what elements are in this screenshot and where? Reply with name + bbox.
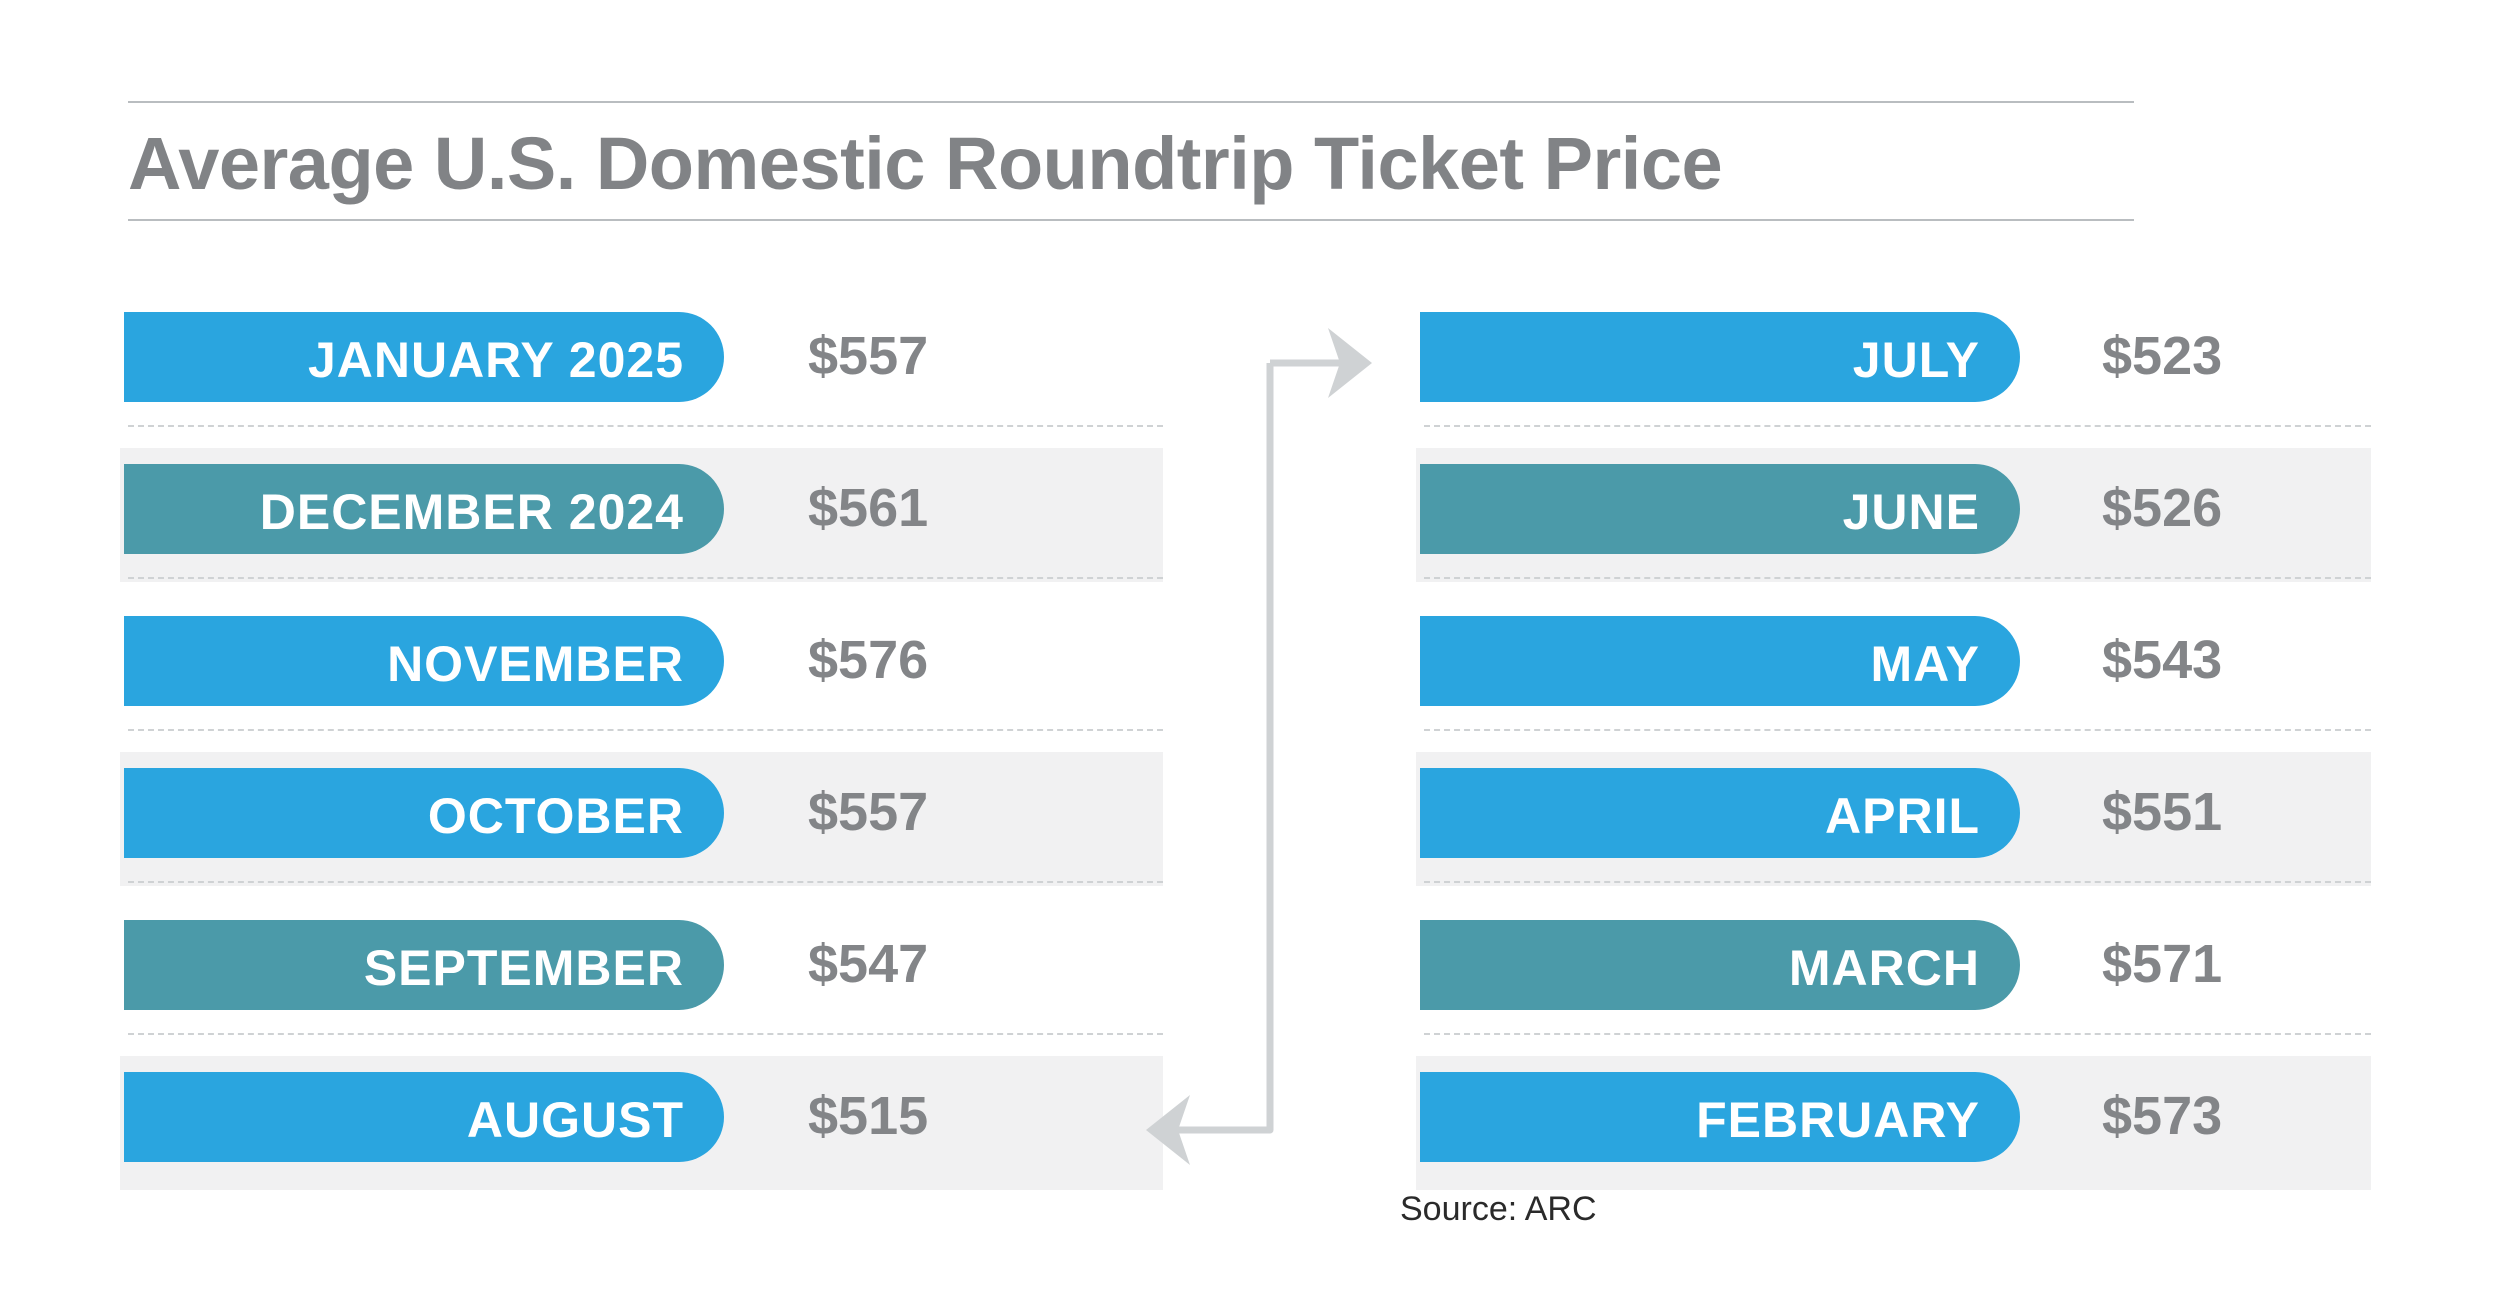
row-divider (1424, 729, 2371, 731)
price-value: $576 (808, 630, 929, 690)
row-divider (1424, 577, 2371, 579)
month-label: JUNE (1420, 464, 2020, 554)
right-column-row: JUNE $526 (1416, 448, 2371, 600)
row-divider (128, 729, 1163, 731)
month-label: MARCH (1420, 920, 2020, 1010)
price-value: $543 (2102, 630, 2223, 690)
row-divider (1424, 881, 2371, 883)
source-note: Source: ARC (1400, 1190, 1597, 1228)
price-value: $557 (808, 326, 929, 386)
month-label: SEPTEMBER (124, 920, 724, 1010)
left-column-row: SEPTEMBER $547 (120, 904, 1163, 1056)
arrow-connector-line (1160, 359, 1355, 1134)
title-rule-bottom (128, 219, 2134, 221)
price-value: $573 (2102, 1086, 2223, 1146)
row-divider (128, 577, 1163, 579)
month-label: AUGUST (124, 1072, 724, 1162)
row-divider (1424, 1033, 2371, 1035)
month-label: JANUARY 2025 (124, 312, 724, 402)
row-divider (1424, 425, 2371, 427)
left-column-row: DECEMBER 2024 $561 (120, 448, 1163, 600)
left-column: JANUARY 2025 $557 DECEMBER 2024 $561 NOVEMBE… (120, 296, 1163, 1208)
price-value: $515 (808, 1086, 929, 1146)
row-divider (128, 881, 1163, 883)
right-column-row: FEBRUARY $573 (1416, 1056, 2371, 1208)
right-column: JULY $523 JUNE $526 MAY $543 APRIL $551 MARCH $57… (1416, 296, 2371, 1208)
left-column-row: NOVEMBER $576 (120, 600, 1163, 752)
right-column-row: APRIL $551 (1416, 752, 2371, 904)
price-value: $561 (808, 478, 929, 538)
month-label: FEBRUARY (1420, 1072, 2020, 1162)
price-value: $523 (2102, 326, 2223, 386)
arrow-head-left (1146, 1095, 1190, 1165)
row-divider (128, 1033, 1163, 1035)
month-label: APRIL (1420, 768, 2020, 858)
month-label: DECEMBER 2024 (124, 464, 724, 554)
price-value: $526 (2102, 478, 2223, 538)
left-column-row: OCTOBER $557 (120, 752, 1163, 904)
row-divider (128, 425, 1163, 427)
title-rule-top (128, 101, 2134, 103)
price-value: $547 (808, 934, 929, 994)
right-column-row: JULY $523 (1416, 296, 2371, 448)
month-label: NOVEMBER (124, 616, 724, 706)
right-column-row: MARCH $571 (1416, 904, 2371, 1056)
arrow-head-right (1328, 328, 1372, 398)
price-value: $557 (808, 782, 929, 842)
right-column-row: MAY $543 (1416, 600, 2371, 752)
continuation-arrow-icon (1146, 328, 1372, 1165)
month-label: JULY (1420, 312, 2020, 402)
left-column-row: JANUARY 2025 $557 (120, 296, 1163, 448)
price-value: $551 (2102, 782, 2223, 842)
chart-title: Average U.S. Domestic Roundtrip Ticket P… (128, 122, 1723, 205)
left-column-row: AUGUST $515 (120, 1056, 1163, 1208)
price-value: $571 (2102, 934, 2223, 994)
month-label: OCTOBER (124, 768, 724, 858)
month-label: MAY (1420, 616, 2020, 706)
